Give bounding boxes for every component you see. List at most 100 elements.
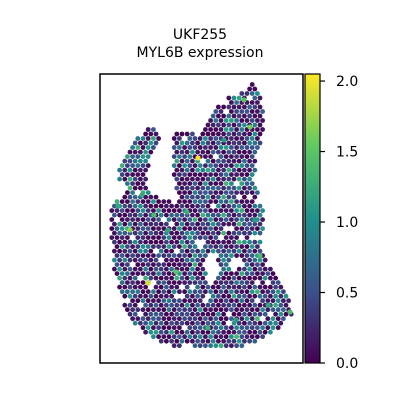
spot [257, 302, 263, 308]
spot [226, 131, 232, 137]
spot [184, 221, 190, 227]
spot [210, 122, 216, 128]
spot [182, 181, 188, 187]
spot [231, 302, 237, 308]
spot [205, 212, 211, 218]
spot [203, 271, 208, 276]
spot [200, 302, 206, 308]
spot [197, 325, 203, 331]
spot-high [247, 124, 253, 130]
spot [166, 316, 172, 322]
spot [229, 217, 234, 223]
spot [213, 289, 219, 295]
spot [182, 298, 188, 304]
spot [223, 334, 229, 340]
colorbar-tick-label: 0.0 [336, 356, 358, 372]
spot [122, 212, 128, 218]
spot [161, 199, 167, 205]
spot [174, 140, 180, 146]
spot [171, 325, 177, 331]
spot [213, 298, 219, 304]
spot [252, 203, 258, 209]
spot [226, 185, 232, 191]
spot [184, 257, 190, 263]
spot [231, 329, 237, 335]
spot [208, 316, 214, 322]
spot [247, 293, 253, 299]
spot [184, 131, 190, 137]
spot [117, 221, 122, 227]
spot [257, 203, 263, 209]
spot [171, 208, 177, 214]
spot [125, 289, 130, 295]
spot [203, 154, 208, 160]
spot [182, 271, 188, 276]
spot [249, 91, 255, 96]
spot [257, 248, 263, 254]
spot [177, 316, 182, 322]
spot [252, 149, 258, 155]
spot [239, 172, 245, 178]
spot [127, 176, 133, 182]
chart-title-line-1: UKF255 [173, 27, 227, 43]
spot [177, 334, 182, 340]
spot [229, 127, 234, 132]
spot [138, 140, 143, 146]
spot [156, 199, 162, 205]
spot [203, 172, 208, 178]
spot [132, 194, 138, 200]
spot [255, 307, 260, 313]
spot [242, 284, 247, 290]
spot [231, 131, 237, 137]
spot [135, 244, 141, 250]
spot [140, 262, 146, 267]
spot [184, 302, 190, 308]
spot [192, 190, 198, 196]
spot [236, 158, 242, 164]
spot [125, 253, 130, 258]
spot [218, 154, 224, 160]
spot [252, 320, 258, 326]
spot [140, 226, 146, 232]
spot [252, 284, 258, 290]
spot [213, 190, 219, 196]
spot [218, 253, 224, 258]
spot [231, 185, 237, 191]
spot [190, 203, 195, 209]
spot [205, 329, 211, 335]
spot [200, 149, 206, 155]
spot [109, 235, 115, 241]
spot [197, 316, 203, 322]
spot [156, 280, 162, 285]
spot [252, 302, 258, 308]
spot [184, 329, 190, 335]
spot [213, 181, 219, 187]
spot [218, 343, 224, 349]
spot [213, 109, 219, 114]
spot [174, 329, 180, 335]
spot [122, 176, 128, 182]
spot [125, 154, 130, 160]
spot [203, 244, 208, 250]
spot [255, 208, 260, 214]
spot [218, 163, 224, 169]
spot [265, 271, 271, 276]
spot [197, 280, 203, 285]
spot [200, 194, 206, 200]
spot-high [195, 155, 201, 161]
spot [236, 140, 242, 146]
spot [213, 280, 219, 285]
spot [177, 280, 182, 285]
spot [218, 190, 224, 196]
spot [244, 298, 250, 304]
spot [177, 154, 182, 160]
spot [132, 230, 138, 236]
spot [281, 307, 286, 313]
spot [221, 149, 227, 155]
spot [161, 325, 167, 331]
spot [208, 127, 214, 132]
spot [255, 226, 260, 232]
spot [148, 131, 154, 137]
spot [252, 185, 258, 191]
spot [177, 262, 182, 267]
